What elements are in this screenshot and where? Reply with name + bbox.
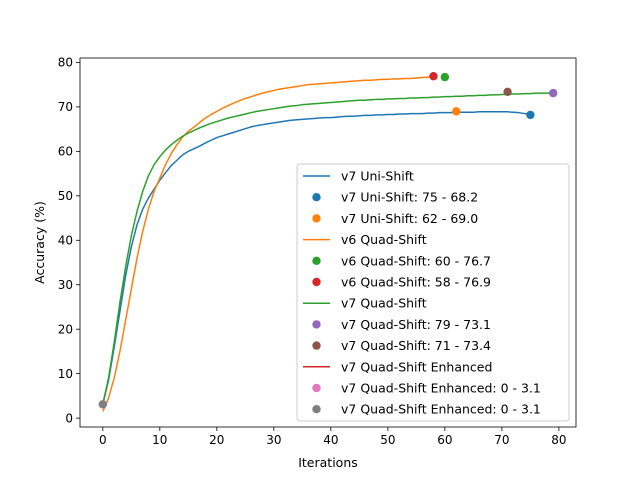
- legend-point-swatch: [312, 320, 321, 329]
- legend: v7 Uni-Shift v7 Uni-Shift: 75 - 68.2 v7 Un…: [296, 163, 570, 422]
- x-tick-label: 70: [494, 433, 509, 447]
- legend-entry-label: v7 Quad-Shift Enhanced: [341, 359, 492, 374]
- legend-entry-label: v7 Uni-Shift: 75 - 68.2: [341, 190, 478, 205]
- data-point: [452, 107, 461, 116]
- y-tick-label: 30: [58, 278, 73, 292]
- legend-entry-label: v7 Quad-Shift: 71 - 73.4: [341, 338, 491, 353]
- data-point: [548, 88, 558, 98]
- y-tick-label: 20: [58, 322, 73, 336]
- legend-point-swatch: [312, 214, 321, 223]
- x-tick-label: 0: [99, 433, 107, 447]
- y-tick-label: 0: [65, 411, 73, 425]
- y-tick-label: 10: [58, 367, 73, 381]
- y-tick-label: 80: [58, 56, 73, 70]
- data-point: [429, 72, 438, 81]
- axes-frame: [79, 57, 577, 428]
- x-tick-label: 10: [152, 433, 167, 447]
- data-point: [98, 400, 108, 409]
- legend-point-swatch: [312, 383, 321, 393]
- x-axis-label: Iterations: [298, 455, 358, 470]
- x-tick-label: 50: [380, 433, 395, 447]
- legend-entry-label: v6 Quad-Shift: 60 - 76.7: [341, 253, 491, 268]
- x-tick-label: 80: [551, 433, 566, 447]
- y-tick-label: 70: [58, 100, 73, 114]
- legend-entry-label: v7 Quad-Shift Enhanced: 0 - 3.1: [341, 381, 541, 396]
- x-tick-label: 40: [323, 433, 338, 447]
- legend-point-swatch: [312, 405, 321, 414]
- legend-entry-label: v6 Quad-Shift: 58 - 76.9: [341, 275, 491, 290]
- legend-point-swatch: [312, 341, 321, 350]
- legend-frame: [296, 163, 570, 422]
- data-point: [440, 72, 450, 82]
- legend-point-swatch: [312, 193, 321, 202]
- x-tick-label: 30: [266, 433, 281, 447]
- y-axis-label: Accuracy (%): [32, 201, 47, 284]
- y-tick-label: 40: [58, 234, 73, 248]
- legend-entry-label: v7 Uni-Shift: [341, 169, 414, 184]
- legend-entry-label: v7 Uni-Shift: 62 - 69.0: [341, 211, 478, 226]
- x-tick-label: 60: [437, 433, 452, 447]
- legend-entry-label: v7 Quad-Shift: 79 - 73.1: [341, 317, 491, 332]
- plot-area: [98, 72, 558, 412]
- legend-entry-label: v7 Quad-Shift Enhanced: 0 - 3.1: [341, 402, 541, 417]
- y-tick-label: 60: [58, 145, 73, 159]
- data-point: [526, 110, 535, 120]
- data-point: [503, 87, 512, 96]
- x-axis: 0 10 20 30 40 50 60 70 80: [99, 427, 567, 447]
- y-axis: 0 10 20 30 40 50 60 70 80: [58, 56, 80, 425]
- legend-entry-label: v6 Quad-Shift: [341, 232, 427, 247]
- legend-point-swatch: [312, 277, 321, 287]
- series-line: [102, 75, 434, 412]
- series-line: [102, 92, 554, 405]
- y-tick-label: 50: [58, 189, 73, 203]
- legend-point-swatch: [312, 256, 321, 265]
- x-tick-label: 20: [209, 433, 224, 447]
- legend-entry-label: v7 Quad-Shift: [341, 296, 427, 311]
